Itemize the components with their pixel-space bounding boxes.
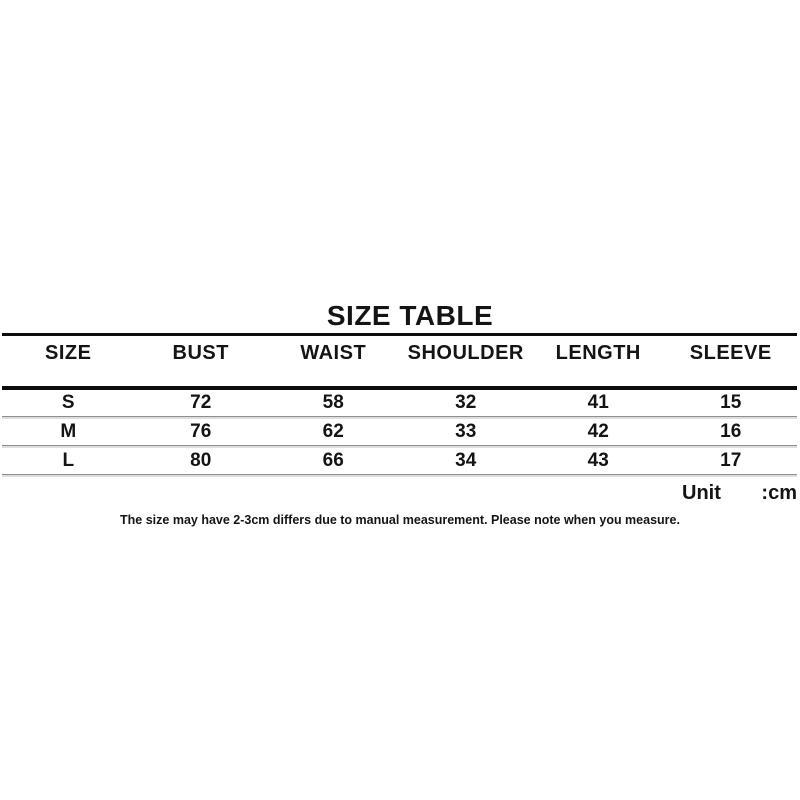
cell-bust-l: 80 bbox=[134, 446, 267, 475]
table-row-m: M 76 62 33 42 16 bbox=[2, 417, 797, 446]
col-header-waist: WAIST bbox=[267, 336, 400, 390]
size-table-header-row: SIZE BUST WAIST SHOULDER LENGTH SLEEVE bbox=[2, 336, 797, 390]
cell-length-s: 41 bbox=[532, 390, 665, 417]
col-header-sleeve: SLEEVE bbox=[664, 336, 797, 390]
cell-sleeve-m: 16 bbox=[664, 417, 797, 446]
page-title: SIZE TABLE bbox=[326, 300, 494, 331]
col-header-bust: BUST bbox=[134, 336, 267, 390]
unit-row: Unit :cm bbox=[0, 483, 800, 505]
unit-value: :cm bbox=[761, 482, 797, 504]
cell-length-l: 43 bbox=[532, 446, 665, 475]
cell-bust-s: 72 bbox=[134, 390, 267, 417]
cell-shoulder-m: 33 bbox=[399, 417, 532, 446]
cell-waist-m: 62 bbox=[267, 417, 400, 446]
table-row-s: S 72 58 32 41 15 bbox=[2, 390, 797, 417]
col-header-size: SIZE bbox=[2, 336, 135, 390]
cell-bust-m: 76 bbox=[134, 417, 267, 446]
measurement-note: The size may have 2-3cm differs due to m… bbox=[120, 513, 680, 527]
col-header-length: LENGTH bbox=[532, 336, 665, 390]
unit-label: Unit bbox=[682, 482, 721, 504]
cell-sleeve-l: 17 bbox=[664, 446, 797, 475]
cell-size-s: S bbox=[2, 390, 135, 417]
table-bottom-divider bbox=[2, 475, 797, 477]
cell-size-l: L bbox=[2, 446, 135, 475]
table-row-l: L 80 66 34 43 17 bbox=[2, 446, 797, 475]
cell-size-m: M bbox=[2, 417, 135, 446]
cell-sleeve-s: 15 bbox=[664, 390, 797, 417]
cell-shoulder-s: 32 bbox=[399, 390, 532, 417]
cell-waist-l: 66 bbox=[267, 446, 400, 475]
cell-waist-s: 58 bbox=[267, 390, 400, 417]
cell-shoulder-l: 34 bbox=[399, 446, 532, 475]
col-header-shoulder: SHOULDER bbox=[399, 336, 532, 390]
cell-length-m: 42 bbox=[532, 417, 665, 446]
size-table: SIZE BUST WAIST SHOULDER LENGTH SLEEVE S… bbox=[2, 333, 797, 475]
